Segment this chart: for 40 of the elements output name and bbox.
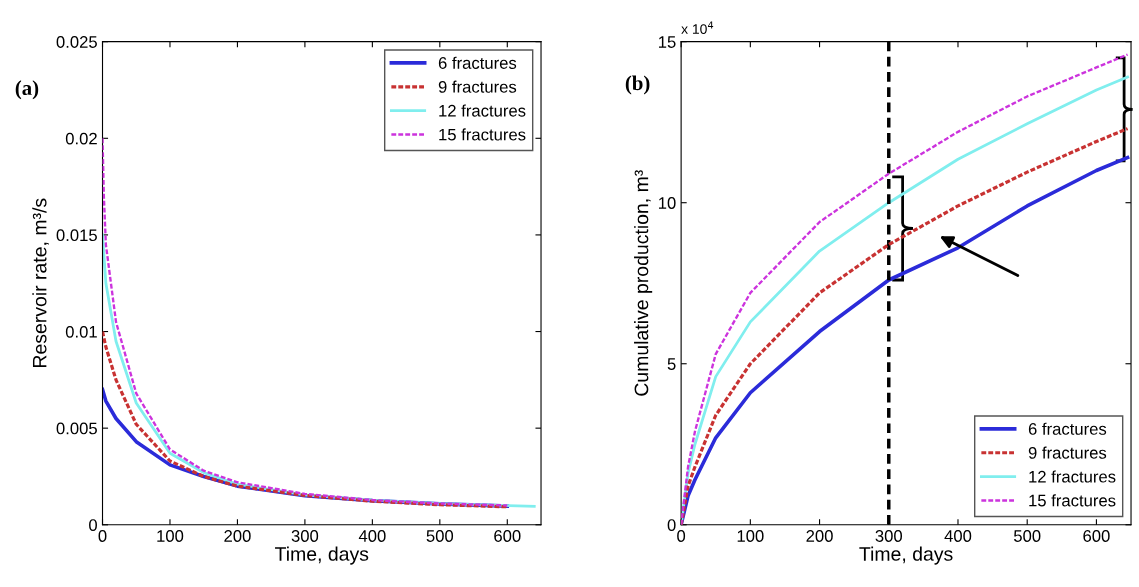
x-tick-label: 100: [157, 530, 184, 542]
line-series: [102, 329, 509, 509]
x-tick-label: 500: [1013, 530, 1041, 542]
x-tick-label: 100: [737, 530, 764, 542]
legend-label: 6 fractures: [1028, 422, 1107, 435]
y-tick-label: 0.01: [65, 325, 97, 338]
x-tick-label: 0: [677, 530, 686, 542]
x-tick-label: 600: [1083, 530, 1110, 542]
legend-label: 9 fractures: [1028, 446, 1107, 459]
x-tick-label: 300: [291, 530, 319, 542]
y-tick-label: 0.025: [56, 36, 97, 48]
text: x 10$^{4}$: [681, 21, 714, 35]
y-tick-label: 0: [89, 519, 97, 531]
legend-label: 6 fractures: [438, 56, 517, 69]
y-tick-label: 0.005: [56, 422, 97, 435]
x-tick-label: 400: [944, 530, 972, 542]
y-tick-label: 10: [659, 197, 676, 209]
x-tick-label: 400: [358, 530, 386, 542]
legend-label: 15 fractures: [439, 128, 526, 141]
y-tick-label: 0.015: [56, 229, 97, 242]
x-tick-label: 300: [875, 530, 903, 542]
y-axis-title: Cumulative production, m³: [634, 170, 653, 396]
y-tick-label: 15: [659, 36, 676, 48]
y-axis-title: Reservoir rate, m³/s: [32, 198, 49, 367]
x-axis-title: Time, days: [275, 546, 369, 565]
text: (b): [625, 75, 650, 95]
x-tick-label: 600: [494, 530, 521, 542]
x-axis-title: Time, days: [859, 546, 953, 565]
x-tick-label: 500: [426, 530, 454, 542]
y-tick-label: 5: [667, 358, 676, 370]
legend-label: 12 fractures: [1029, 470, 1116, 483]
legend-label: 12 fractures: [439, 104, 526, 117]
legend-label: 15 fractures: [1029, 494, 1116, 507]
text: (a): [15, 80, 39, 100]
y-tick-label: 0: [667, 519, 676, 531]
x-tick-label: 0: [98, 530, 107, 542]
legend-label: 9 fractures: [438, 80, 517, 93]
x-tick-label: 200: [806, 530, 833, 542]
x-tick-label: 200: [224, 530, 251, 542]
y-tick-label: 0.02: [65, 132, 97, 145]
